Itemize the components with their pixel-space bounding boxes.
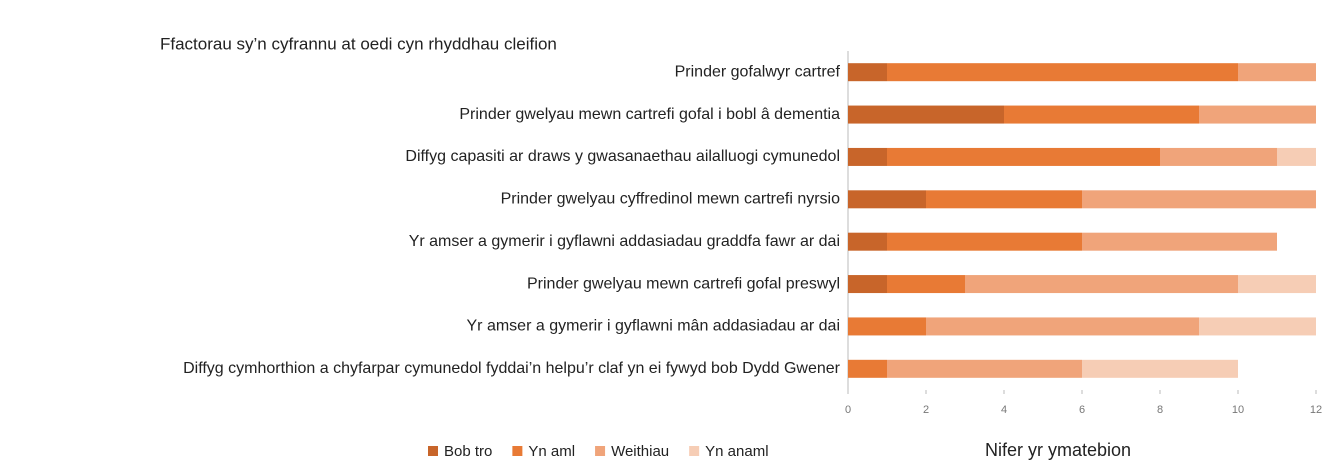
bar-segment	[848, 359, 887, 378]
bar-segment	[1082, 359, 1238, 378]
bar-segment	[1004, 105, 1199, 124]
x-tick-label: 10	[1232, 404, 1244, 416]
chart-title: Ffactorau sy’n cyfrannu at oedi cyn rhyd…	[160, 34, 557, 53]
bar-segment	[887, 359, 1082, 378]
bar-segment	[887, 63, 1238, 82]
bar-segment	[926, 190, 1082, 209]
bar-segment	[887, 275, 965, 294]
bar-segment	[1082, 190, 1316, 209]
bar-segment	[1238, 63, 1316, 82]
legend-label: Bob tro	[444, 443, 492, 460]
bar-segment	[1238, 275, 1316, 294]
bar-segment	[1082, 232, 1277, 251]
bar-segment	[926, 317, 1199, 336]
legend-swatch	[595, 446, 606, 456]
bar-segment	[965, 275, 1238, 294]
y-tick-label: Prinder gwelyau cyffredinol mewn cartref…	[501, 191, 841, 208]
x-axis-label: Nifer yr ymatebion	[985, 440, 1131, 460]
y-tick-label: Yr amser a gymerir i gyflawni addasiadau…	[409, 233, 840, 250]
bar-segment	[848, 317, 926, 336]
bar-segment	[848, 275, 887, 294]
y-tick-label: Diffyg capasiti ar draws y gwasanaethau …	[405, 148, 840, 165]
y-tick-label: Yr amser a gymerir i gyflawni mân addasi…	[467, 318, 841, 335]
bar-segment	[848, 232, 887, 251]
x-tick-label: 2	[923, 404, 929, 416]
x-tick-label: 6	[1079, 404, 1085, 416]
bar-segment	[1199, 317, 1316, 336]
bar-segment	[887, 147, 1160, 166]
bar-segment	[848, 105, 1004, 124]
x-tick-label: 12	[1310, 404, 1322, 416]
bar-segment	[1199, 105, 1316, 124]
x-tick-label: 8	[1157, 404, 1163, 416]
x-tick-label: 0	[845, 404, 851, 416]
y-tick-label: Prinder gwelyau mewn cartrefi gofal i bo…	[459, 106, 840, 123]
legend-label: Yn aml	[528, 443, 575, 460]
x-tick-label: 4	[1001, 404, 1007, 416]
legend-swatch	[428, 446, 438, 456]
bar-segment	[1160, 147, 1277, 166]
bar-segment	[887, 232, 1082, 251]
bar-segment	[1277, 147, 1316, 166]
bar-segment	[848, 190, 926, 209]
legend-swatch	[512, 446, 523, 456]
y-tick-label: Prinder gwelyau mewn cartrefi gofal pres…	[527, 275, 840, 292]
y-tick-label: Diffyg cymhorthion a chyfarpar cymunedol…	[183, 360, 841, 377]
bar-segment	[848, 63, 887, 82]
y-tick-label: Prinder gofalwyr cartref	[675, 63, 841, 80]
legend-swatch	[689, 446, 700, 456]
legend-label: Yn anaml	[705, 443, 768, 460]
bar-segment	[848, 147, 887, 166]
legend-label: Weithiau	[611, 443, 669, 460]
